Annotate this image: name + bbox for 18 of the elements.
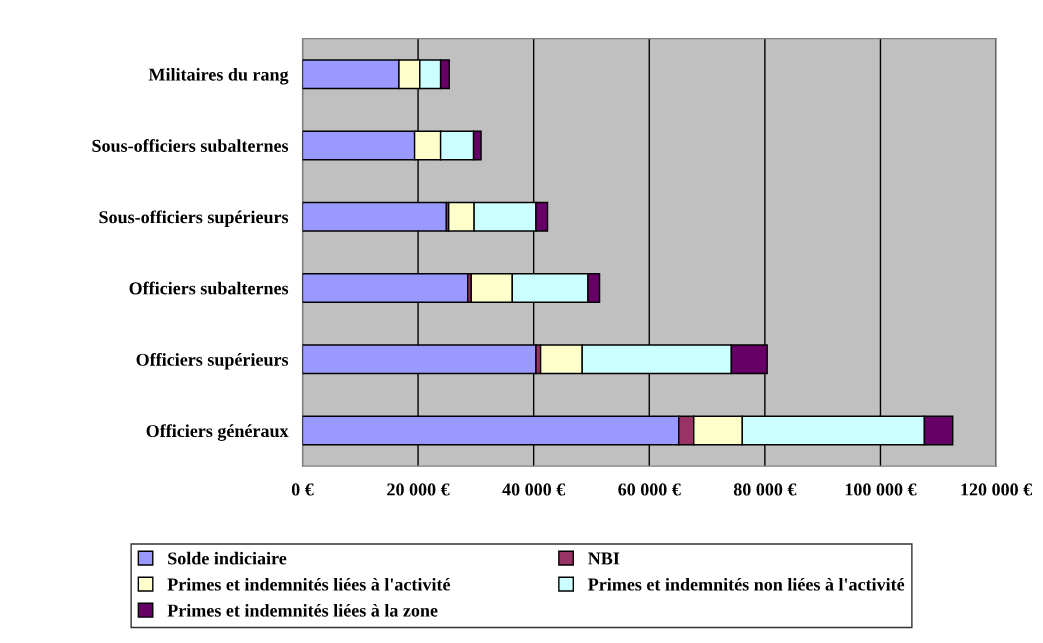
legend-label: Primes et indemnités liées à la zone — [167, 603, 438, 617]
legend-label: NBI — [588, 552, 620, 565]
legend-label: Primes et indemnités non liées à l'activité — [588, 577, 905, 591]
y-tick-label: Sous-officiers subalternes — [92, 139, 289, 152]
x-tick-label: 80 000 € — [733, 483, 797, 496]
y-tick-label: Sous-officiers supérieurs — [99, 210, 289, 227]
x-tick-label: 60 000 € — [618, 483, 681, 496]
y-tick-label: Militaires du rang — [148, 67, 289, 85]
legend-label: Solde indiciaire — [168, 551, 287, 565]
x-tick-label: 20 000 € — [387, 483, 450, 496]
legend-label: Primes et indemnités liées à l'activité — [167, 577, 451, 591]
x-tick-label: 100 000 € — [845, 483, 917, 496]
x-tick-label: 40 000 € — [502, 483, 566, 496]
y-tick-label: Officiers généraux — [146, 424, 289, 441]
x-tick-label: 0 € — [291, 483, 314, 496]
y-tick-label: Officiers subalternes — [129, 281, 289, 295]
y-tick-label: Officiers supérieurs — [136, 352, 289, 370]
x-tick-label: 120 000 € — [961, 483, 1032, 496]
